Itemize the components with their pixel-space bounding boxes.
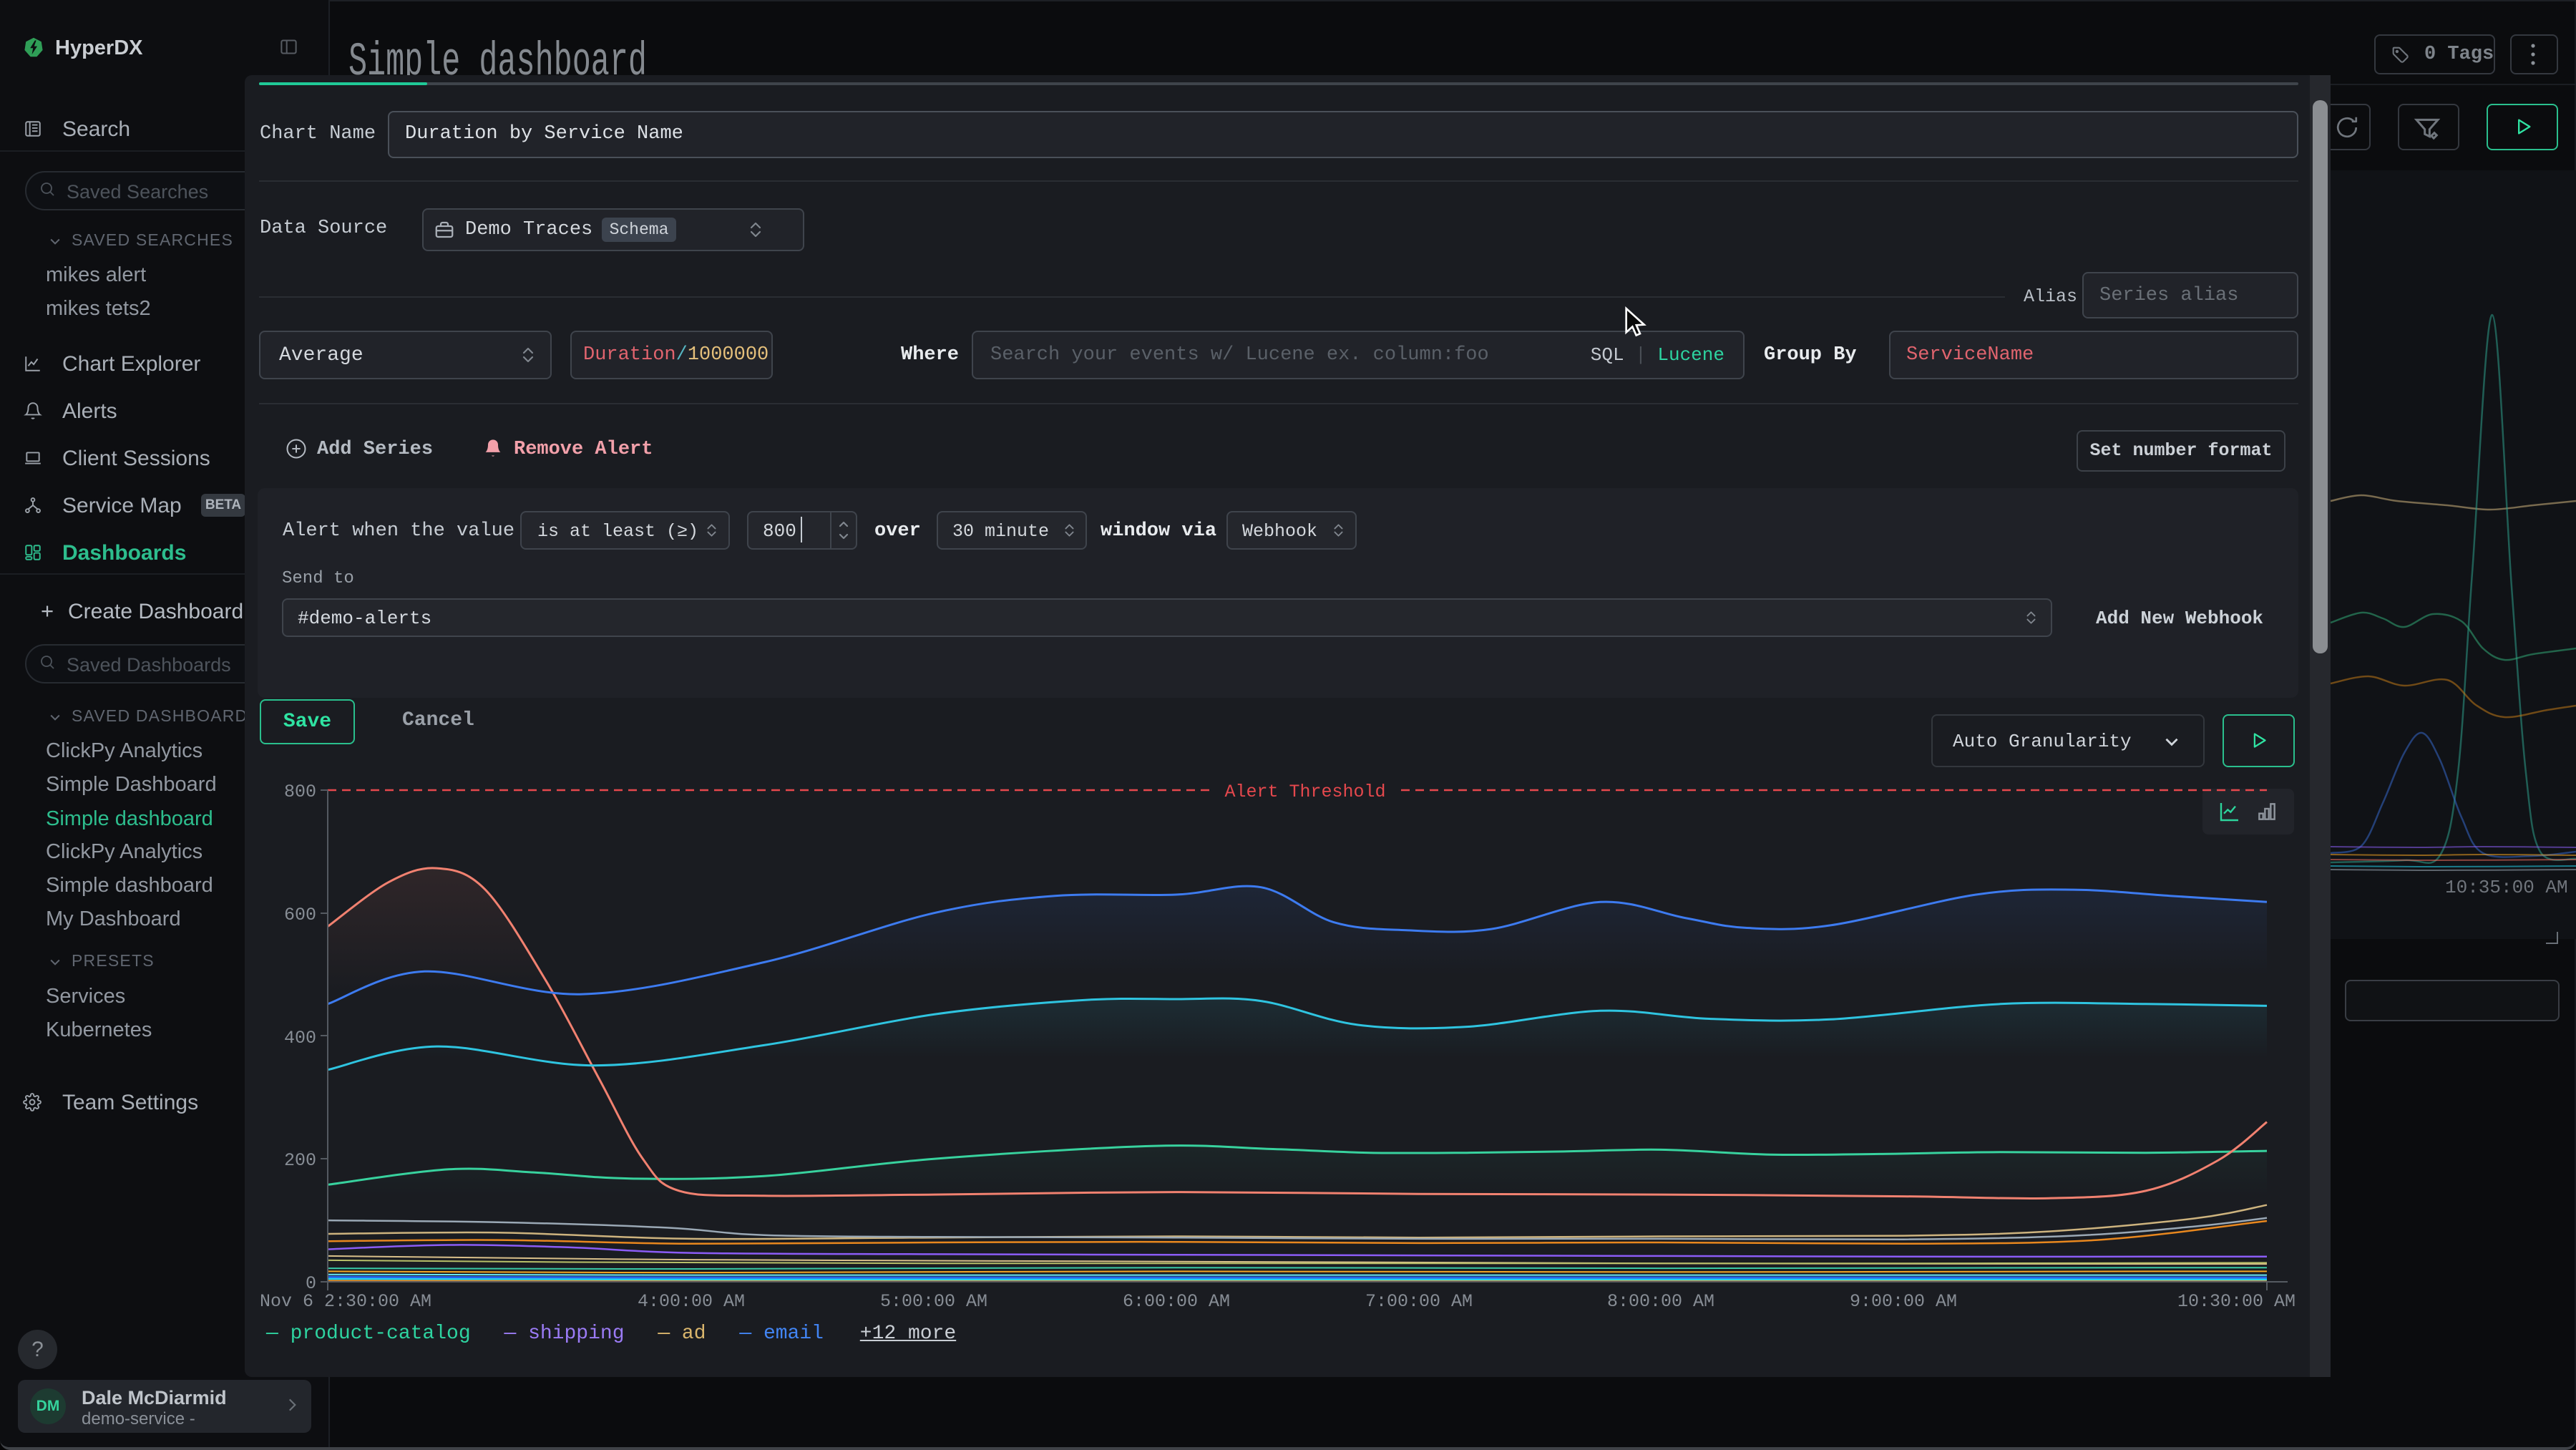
svg-text:7:00:00 AM: 7:00:00 AM [1365, 1291, 1473, 1312]
svg-text:0: 0 [306, 1273, 316, 1294]
svg-text:Nov 6 2:30:00 AM: Nov 6 2:30:00 AM [260, 1291, 431, 1312]
svg-text:9:00:00 AM: 9:00:00 AM [1850, 1291, 1957, 1312]
svg-text:8:00:00 AM: 8:00:00 AM [1607, 1291, 1714, 1312]
svg-text:Alert Threshold: Alert Threshold [1224, 782, 1385, 802]
svg-text:800: 800 [284, 782, 316, 802]
svg-text:10:30:00 AM: 10:30:00 AM [2177, 1291, 2296, 1312]
svg-text:4:00:00 AM: 4:00:00 AM [638, 1291, 745, 1312]
svg-text:200: 200 [284, 1150, 316, 1171]
svg-text:6:00:00 AM: 6:00:00 AM [1123, 1291, 1230, 1312]
svg-text:5:00:00 AM: 5:00:00 AM [880, 1291, 987, 1312]
svg-text:400: 400 [284, 1028, 316, 1048]
svg-text:600: 600 [284, 905, 316, 925]
